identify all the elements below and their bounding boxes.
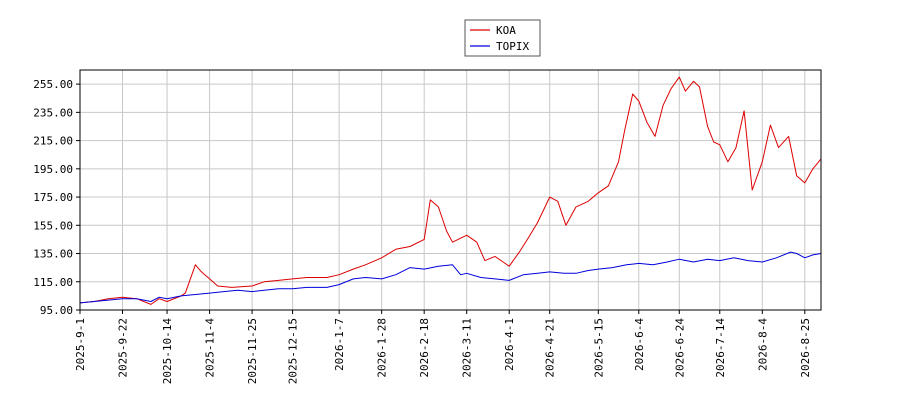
x-tick-label: 2026-6-4: [633, 318, 646, 371]
series-line-topix: [79, 251, 822, 304]
legend-label-koa: KOA: [496, 24, 516, 37]
y-tick-label: 215.00: [33, 135, 73, 148]
y-tick-label: 95.00: [40, 304, 73, 317]
y-tick-label: 135.00: [33, 248, 73, 261]
x-tick-label: 2026-6-24: [673, 318, 686, 378]
plot-area-frame: [79, 69, 822, 311]
legend-box: [464, 19, 541, 57]
y-tick-label: 235.00: [33, 106, 73, 119]
x-tick-label: 2026-2-18: [418, 318, 431, 378]
y-tick-label: 155.00: [33, 219, 73, 232]
x-tick-label: 2025-11-25: [246, 318, 259, 384]
x-tick-label: 2025-11-4: [204, 318, 217, 378]
series-lines: [79, 76, 822, 305]
x-tick-label: 2026-3-11: [461, 318, 474, 378]
x-tick-label: 2026-4-21: [544, 318, 557, 378]
legend: KOA TOPIX: [464, 19, 541, 57]
x-tick-label: 2025-10-14: [161, 318, 174, 385]
x-axis: 2025-9-1 2025-9-22 2025-10-14 2025-11-4 2025…: [74, 310, 812, 384]
x-tick-label: 2026-7-14: [714, 318, 727, 378]
x-tick-label: 2026-5-15: [592, 318, 605, 378]
x-tick-label: 2026-8-4: [756, 318, 769, 371]
x-tick-label: 2025-9-1: [74, 318, 87, 371]
x-tick-label: 2026-4-1: [503, 318, 516, 371]
y-tick-label: 115.00: [33, 276, 73, 289]
x-tick-label: 2026-1-28: [376, 318, 389, 378]
y-axis: 95.00 115.00 135.00 155.00 175.00 195.00 215.0…: [33, 78, 80, 317]
x-tick-label: 2026-8-25: [799, 318, 812, 378]
y-tick-label: 255.00: [33, 78, 73, 91]
y-tick-label: 175.00: [33, 191, 73, 204]
x-tick-label: 2025-9-22: [117, 318, 130, 378]
x-tick-label: 2025-12-15: [287, 318, 300, 384]
legend-label-topix: TOPIX: [496, 40, 529, 53]
y-tick-label: 195.00: [33, 163, 73, 176]
x-tick-label: 2026-1-7: [333, 318, 346, 371]
series-line-koa: [79, 76, 822, 305]
